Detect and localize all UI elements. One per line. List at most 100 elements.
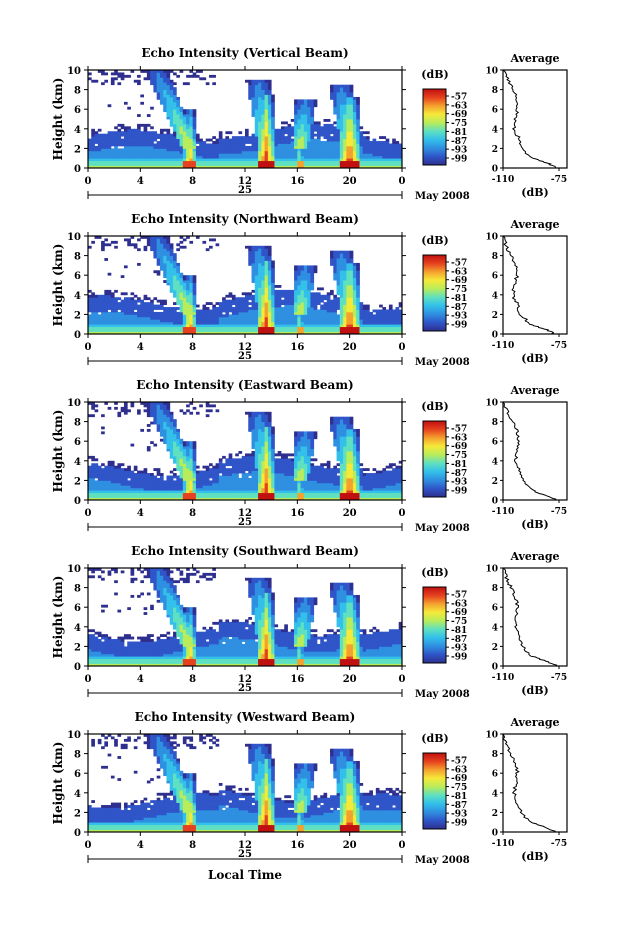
avg-y-tick-label: 0 — [492, 663, 498, 673]
avg-y-tick-label: 2 — [492, 643, 498, 653]
avg-y-tick-label: 6 — [492, 106, 498, 116]
day-label: 25 — [238, 185, 252, 196]
colorbar-tick-label: -69 — [451, 276, 467, 286]
colorbar — [422, 420, 447, 498]
x-tick-label: 0 — [85, 840, 92, 851]
avg-unit-label: (dB) — [521, 684, 548, 697]
y-tick-label: 0 — [74, 330, 81, 341]
avg-y-tick-label: 6 — [492, 770, 498, 780]
x-axis-label: Local Time — [208, 868, 282, 882]
x-tick-label: 12 — [238, 176, 252, 187]
colorbar-tick-label: -57 — [451, 757, 467, 767]
colorbar-tick-label: -57 — [451, 93, 467, 103]
x-tick-label: 0 — [85, 342, 92, 353]
y-tick-label: 4 — [74, 789, 81, 800]
month-label: May 2008 — [415, 191, 470, 202]
y-tick-label: 6 — [74, 769, 81, 780]
avg-x-tick-label: -110 — [492, 341, 515, 351]
heatmap-cells — [88, 236, 403, 335]
colorbar-tick-label: -93 — [451, 478, 467, 488]
average-title: Average — [509, 52, 559, 65]
colorbar-tick-label: -69 — [451, 110, 467, 120]
colorbar-tick-label: -75 — [451, 451, 467, 461]
avg-unit-label: (dB) — [521, 352, 548, 365]
y-tick-label: 2 — [74, 144, 81, 155]
average-profile-line — [502, 733, 556, 833]
colorbar-tick-label: -75 — [451, 285, 467, 295]
colorbar — [422, 586, 447, 664]
avg-y-tick-label: 4 — [492, 789, 498, 799]
day-label: 25 — [238, 683, 252, 694]
avg-y-tick-label: 8 — [492, 750, 498, 760]
average-profile-line — [502, 401, 557, 501]
colorbar-unit: (dB) — [421, 732, 448, 745]
colorbar-tick-label: -63 — [451, 267, 467, 277]
avg-y-tick-label: 4 — [492, 291, 498, 301]
average-profile-line — [502, 567, 558, 667]
x-tick-label: 0 — [85, 674, 92, 685]
y-axis-label: Height (km) — [51, 244, 65, 327]
y-tick-label: 10 — [67, 564, 81, 575]
panel-title: Echo Intensity (Eastward Beam) — [136, 378, 353, 392]
x-tick-label: 4 — [137, 342, 144, 353]
x-tick-label: 20 — [343, 840, 357, 851]
x-tick-label: 20 — [343, 508, 357, 519]
colorbar-unit: (dB) — [421, 566, 448, 579]
heatmap-cells — [88, 734, 403, 833]
day-label: 25 — [238, 517, 252, 528]
average-title: Average — [509, 384, 559, 397]
average-title: Average — [509, 218, 559, 231]
x-tick-label: 20 — [343, 176, 357, 187]
heatmap-cells — [88, 402, 403, 501]
x-tick-label: 0 — [399, 840, 406, 851]
avg-y-tick-label: 10 — [485, 233, 498, 243]
y-tick-label: 4 — [74, 623, 81, 634]
colorbar-tick-label: -99 — [451, 487, 467, 497]
x-tick-label: 8 — [189, 674, 196, 685]
y-tick-label: 6 — [74, 105, 81, 116]
colorbar-tick-label: -57 — [451, 259, 467, 269]
panel-3: Echo Intensity (Eastward Beam)0246810Hei… — [51, 378, 568, 534]
y-tick-label: 8 — [74, 86, 81, 97]
colorbar-tick-label: -87 — [451, 801, 467, 811]
colorbar-tick-label: -81 — [451, 626, 467, 636]
avg-unit-label: (dB) — [521, 850, 548, 863]
colorbar — [422, 254, 447, 332]
y-axis-label: Height (km) — [51, 576, 65, 659]
avg-y-tick-label: 6 — [492, 272, 498, 282]
month-label: May 2008 — [415, 523, 470, 534]
x-tick-label: 4 — [137, 176, 144, 187]
y-tick-label: 2 — [74, 476, 81, 487]
x-tick-label: 16 — [290, 674, 304, 685]
y-tick-label: 0 — [74, 164, 81, 175]
colorbar-tick-label: -87 — [451, 469, 467, 479]
avg-y-tick-label: 6 — [492, 604, 498, 614]
y-tick-label: 0 — [74, 828, 81, 839]
avg-x-tick-label: -110 — [492, 839, 515, 849]
x-tick-label: 16 — [290, 342, 304, 353]
avg-y-tick-label: 8 — [492, 584, 498, 594]
avg-y-tick-label: 0 — [492, 829, 498, 839]
colorbar-tick-label: -69 — [451, 774, 467, 784]
avg-y-tick-label: 2 — [492, 145, 498, 155]
avg-y-tick-label: 10 — [485, 67, 498, 77]
average-profile-line — [502, 235, 555, 335]
colorbar-tick-label: -75 — [451, 783, 467, 793]
x-tick-label: 20 — [343, 342, 357, 353]
x-tick-label: 4 — [137, 674, 144, 685]
colorbar-tick-label: -93 — [451, 312, 467, 322]
x-tick-label: 16 — [290, 840, 304, 851]
y-tick-label: 2 — [74, 642, 81, 653]
y-tick-label: 8 — [74, 584, 81, 595]
panel-4: Echo Intensity (Southward Beam)0246810He… — [51, 544, 568, 700]
y-axis-label: Height (km) — [51, 78, 65, 161]
y-axis-label: Height (km) — [51, 742, 65, 825]
avg-x-tick-label: -75 — [551, 839, 567, 849]
panel-title: Echo Intensity (Vertical Beam) — [141, 46, 348, 60]
colorbar-tick-label: -81 — [451, 460, 467, 470]
month-label: May 2008 — [415, 689, 470, 700]
avg-y-tick-label: 4 — [492, 457, 498, 467]
day-label: 25 — [238, 849, 252, 860]
heatmap-cells — [88, 70, 403, 169]
